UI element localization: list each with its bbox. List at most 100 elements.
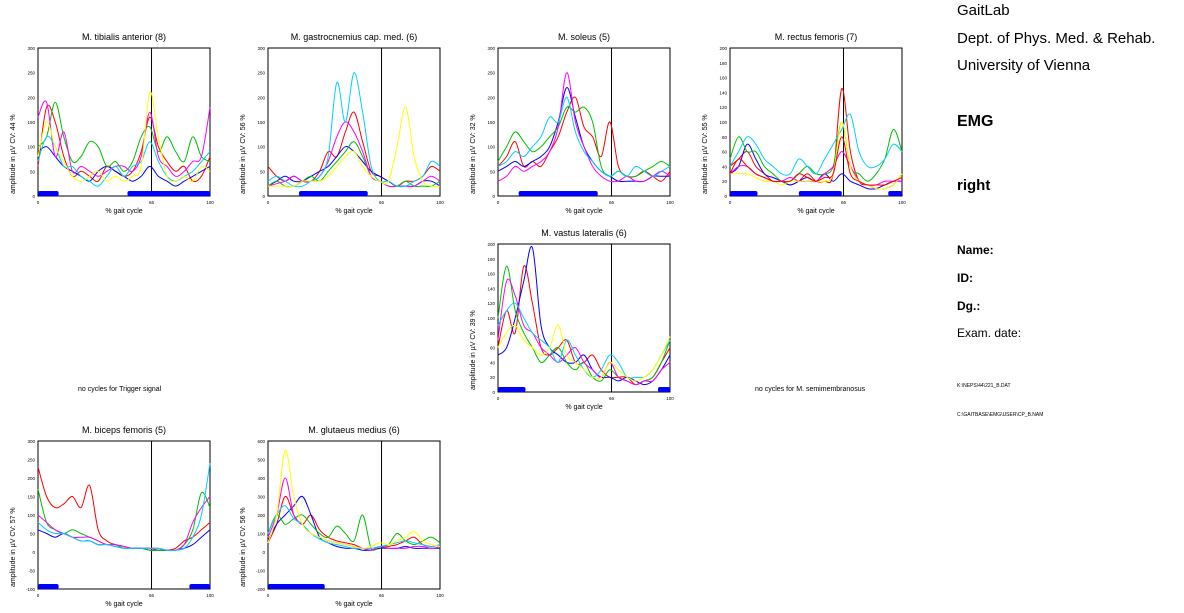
x-axis-label: % gait cycle — [565, 208, 603, 215]
plot-frame — [37, 440, 211, 590]
series-line-6 — [730, 121, 903, 190]
series-line-2 — [497, 246, 671, 386]
y-tick-label: 20 — [722, 179, 728, 184]
x-axis-label: % gait cycle — [105, 208, 143, 215]
y-tick-label: 100 — [487, 145, 495, 150]
series-line-6 — [267, 449, 441, 549]
x-tick-label: 0 — [497, 396, 500, 401]
y-tick-label: -50 — [28, 569, 35, 574]
data-file-path: K:\NEPS\44\221_B.DAT — [957, 383, 1011, 389]
y-tick-label: 180 — [487, 257, 495, 262]
lab-name: GaitLab — [957, 2, 1010, 19]
plot-frame — [267, 440, 441, 590]
plot-svg: -100 -50 0 50 100 150 200 250 300 0 66 100 — [26, 439, 214, 598]
series-line-6 — [37, 91, 211, 183]
y-tick-label: 600 — [257, 439, 265, 444]
y-tick-label: 300 — [487, 46, 495, 51]
y-tick-label: 120 — [719, 105, 727, 110]
y-tick-label: 250 — [27, 458, 35, 463]
chart-title: M. tibialis anterior (8) — [81, 32, 167, 42]
name-label: Name: — [957, 243, 994, 257]
chart-title: M. glutaeus medius (6) — [308, 425, 400, 435]
y-tick-label: 200 — [27, 476, 35, 481]
y-tick-label: 250 — [27, 71, 35, 76]
side-label: right — [957, 177, 991, 194]
y-tick-label: 100 — [27, 145, 35, 150]
chart-title: M. gastrocnemius cap. med. (6) — [290, 32, 418, 42]
id-label: ID: — [957, 271, 973, 285]
plot-svg: -200 -100 0 100 200 300 400 500 600 0 66 100 — [256, 439, 444, 598]
y-tick-label: 150 — [487, 120, 495, 125]
y-tick-label: 50 — [30, 169, 36, 174]
plot-svg: 0 20 40 60 80 100 120 140 160 180 200 0 66 100 — [719, 46, 906, 205]
semimembranosus-note: no cycles for M. semimembranosus — [755, 386, 866, 393]
series-line-4 — [497, 278, 671, 386]
y-tick-label: 0 — [724, 194, 727, 199]
x-tick-label: 66 — [149, 593, 155, 598]
y-tick-label: 150 — [257, 120, 265, 125]
exam-date-label: Exam. date: — [957, 326, 1022, 340]
x-tick-label: 66 — [609, 200, 615, 205]
y-tick-label: 200 — [257, 513, 265, 518]
series-line-3 — [729, 121, 903, 183]
contact-bar — [798, 191, 842, 196]
series-line-3 — [267, 141, 441, 188]
y-tick-label: 0 — [32, 194, 35, 199]
x-axis-label: % gait cycle — [335, 601, 373, 608]
series-line-5 — [729, 113, 903, 176]
x-tick-label: 100 — [436, 200, 444, 205]
x-tick-label: 66 — [379, 200, 385, 205]
x-tick-label: 66 — [149, 200, 155, 205]
series-line-1 — [497, 96, 671, 182]
y-tick-label: 100 — [27, 513, 35, 518]
y-tick-label: 80 — [490, 331, 496, 336]
series-line-5 — [267, 505, 441, 549]
plot-frame — [267, 47, 441, 197]
x-axis-label: % gait cycle — [565, 404, 603, 411]
plot-frame — [497, 47, 671, 197]
y-tick-label: 20 — [490, 375, 496, 380]
series-line-1 — [267, 111, 441, 187]
contact-bar — [657, 387, 670, 392]
x-tick-label: 100 — [206, 593, 214, 598]
y-tick-label: 160 — [719, 76, 727, 81]
y-tick-label: 100 — [719, 120, 727, 125]
y-tick-label: 120 — [487, 301, 495, 306]
contact-bar — [730, 191, 758, 196]
y-tick-label: 140 — [487, 286, 495, 291]
series-line-1 — [37, 104, 211, 183]
series-line-2 — [37, 529, 211, 551]
y-tick-label: 60 — [722, 150, 728, 155]
chart-title: M. rectus femoris (7) — [774, 32, 858, 42]
plot-svg: 0 20 40 60 80 100 120 140 160 180 200 0 66 100 — [487, 242, 674, 401]
x-tick-label: 0 — [267, 200, 270, 205]
chart-title: M. vastus lateralis (6) — [541, 228, 627, 238]
x-tick-label: 0 — [267, 593, 270, 598]
y-tick-label: 200 — [719, 46, 727, 51]
chart-panel-glutaeus-medius: M. glutaeus medius (6) amplitude in µV CV… — [230, 425, 460, 608]
y-tick-label: 0 — [262, 550, 265, 555]
y-tick-label: -200 — [256, 587, 266, 592]
series-line-4 — [267, 477, 441, 551]
series-line-3 — [37, 101, 211, 172]
series-line-5 — [267, 72, 441, 188]
chart-panel-gastrocnemius: M. gastrocnemius cap. med. (6) amplitude … — [230, 32, 460, 215]
plot-svg: 0 50 100 150 200 250 300 0 66 100 — [487, 46, 674, 205]
chart-panel-vastus-lateralis: M. vastus lateralis (6) amplitude in µV C… — [460, 228, 690, 411]
y-tick-label: 300 — [257, 46, 265, 51]
series-line-1 — [267, 496, 441, 551]
y-tick-label: 0 — [262, 194, 265, 199]
y-tick-label: 300 — [257, 495, 265, 500]
y-tick-label: 200 — [27, 95, 35, 100]
y-tick-label: 40 — [722, 164, 728, 169]
department: Dept. of Phys. Med. & Rehab. — [957, 30, 1156, 47]
contact-bar — [298, 191, 368, 196]
x-tick-label: 0 — [37, 593, 40, 598]
y-tick-label: 100 — [257, 532, 265, 537]
x-tick-label: 66 — [841, 200, 847, 205]
chart-title: M. biceps femoris (5) — [81, 425, 167, 435]
y-tick-label: 250 — [257, 71, 265, 76]
trigger-note: no cycles for Trigger signal — [78, 386, 162, 393]
contact-bar — [518, 191, 598, 196]
chart-panel-biceps-femoris: M. biceps femoris (5) amplitude in µV CV:… — [0, 425, 230, 608]
